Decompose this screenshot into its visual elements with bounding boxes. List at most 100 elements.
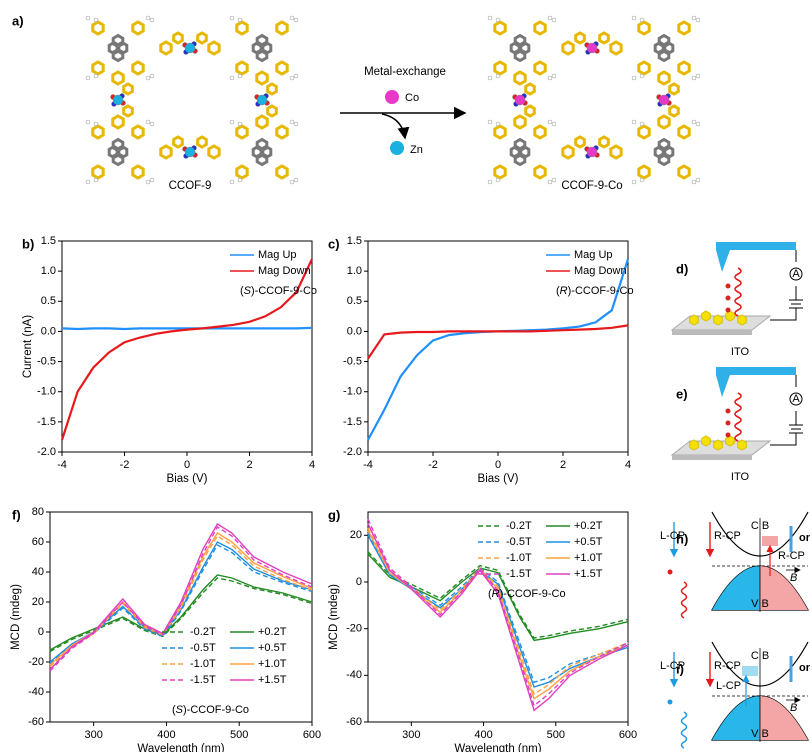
ring [235,164,249,180]
atom [289,119,295,125]
atom [514,94,526,106]
atom [658,94,670,106]
atom [145,119,151,125]
atom [631,119,637,125]
atom [237,121,243,127]
ring [637,60,651,76]
x-tick-label: 0 [495,459,501,471]
annotation-part: ( [172,704,176,716]
ring [609,40,623,56]
legend-label: +0.2T [258,626,287,638]
structure-label: CCOF-9-Co [561,180,622,192]
annotation-part: )-CCOF-9-Co [183,704,249,716]
y-tick-label: 0 [38,626,44,638]
legend-label: -0.2T [190,626,216,638]
cantilever [716,367,796,397]
atom [631,15,637,21]
y-tick-label: -40 [346,669,362,681]
ring [677,20,691,36]
atom [695,121,701,127]
atom [586,146,598,158]
atom [149,73,155,79]
atom [229,15,235,21]
legend-label: -0.5T [190,642,216,654]
annotation: (R)-CCOF-9-Co [488,588,566,600]
ring [111,70,125,86]
series-line [49,523,313,670]
legend-label: +1.5T [258,674,287,686]
ring [275,60,289,76]
y-tick-label: 0 [356,576,362,588]
y-tick-label: 1.0 [41,265,56,277]
annotation-part: ( [488,588,492,600]
ring [91,20,105,36]
ring [493,124,507,140]
atom [184,42,196,54]
ring [122,104,134,118]
y-tick-label: -1.5 [37,416,56,428]
x-tick-label: 400 [157,729,175,741]
wave [680,711,688,749]
ring [159,40,173,56]
y-tick-label: 40 [32,566,44,578]
atom [639,177,645,183]
ring [657,137,671,153]
atom [85,75,91,81]
atom [547,75,553,81]
beam-label: R-CP [714,530,741,542]
plot-frame [49,511,313,723]
ring [513,151,527,167]
annotation-part: )-CCOF-9-Co [568,285,634,297]
ring [275,20,289,36]
ring [533,164,547,180]
ring [172,31,184,45]
legend-label: +0.5T [574,536,603,548]
y-tick-label: 0.5 [41,295,56,307]
ring [637,124,651,140]
y-tick-label: 1.5 [347,235,362,247]
or-label: or [799,662,811,674]
panel-label: g) [328,507,340,522]
x-tick-label: -4 [363,459,373,471]
annotation-part: R [560,285,568,297]
atom [495,17,501,23]
ring [235,60,249,76]
annotation-part: ( [556,285,560,297]
series-line [49,526,313,672]
electron [725,307,731,313]
ring [677,164,691,180]
atom [495,177,501,183]
atom [85,179,91,185]
panel-label: a) [12,13,24,28]
atom [691,179,697,185]
legend-label: +0.5T [258,642,287,654]
ring [493,20,507,36]
annotation: (S)-CCOF-9-Co [240,285,317,297]
ring [207,40,221,56]
ring [513,47,527,63]
co-atom [385,90,399,104]
atom [487,15,493,21]
electrode [689,314,699,326]
electrode [701,435,711,447]
ring [657,47,671,63]
atom [145,179,151,185]
electrode [701,310,711,322]
substrate-edge [672,330,752,335]
x-tick-label: 400 [474,729,492,741]
valence-fill-left [712,696,760,740]
legend-label: Mag Down [258,265,311,277]
atom [631,179,637,185]
y-tick-label: 0.5 [347,295,362,307]
substrate-label: ITO [731,346,750,358]
legend-label: +1.0T [258,658,287,670]
zn-atom [390,141,404,155]
cb-fill [742,666,758,676]
ring [111,137,125,153]
structure-label: CCOF-9 [169,180,212,192]
beam-label: R-CP [714,660,741,672]
atom [289,75,295,81]
annotation: (S)-CCOF-9-Co [172,704,249,716]
atom [85,15,91,21]
legend-label: +1.0T [574,552,603,564]
